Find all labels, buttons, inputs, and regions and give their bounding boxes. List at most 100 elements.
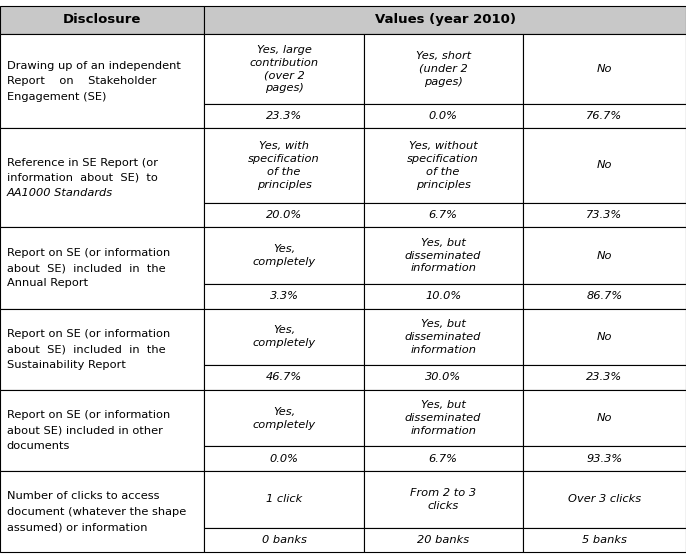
Text: Values (year 2010): Values (year 2010) bbox=[375, 13, 516, 26]
Bar bbox=[204, 365, 364, 390]
Text: Yes, with
specification
of the
principles: Yes, with specification of the principle… bbox=[248, 141, 320, 190]
Text: Engagement (SE): Engagement (SE) bbox=[7, 92, 106, 102]
Text: 0 banks: 0 banks bbox=[261, 535, 307, 545]
Text: No: No bbox=[597, 413, 612, 423]
Bar bbox=[204, 104, 364, 128]
Bar bbox=[204, 6, 686, 34]
Text: 23.3%: 23.3% bbox=[587, 373, 622, 382]
Text: document (whatever the shape: document (whatever the shape bbox=[7, 507, 186, 517]
Bar bbox=[523, 390, 686, 446]
Text: 6.7%: 6.7% bbox=[429, 210, 458, 220]
Bar bbox=[204, 309, 364, 365]
Text: 93.3%: 93.3% bbox=[587, 454, 622, 464]
Bar bbox=[523, 227, 686, 284]
Bar bbox=[204, 446, 364, 471]
Text: Yes, but
disseminated
information: Yes, but disseminated information bbox=[405, 319, 482, 355]
Bar bbox=[0, 227, 204, 309]
Text: From 2 to 3
clicks: From 2 to 3 clicks bbox=[410, 488, 476, 511]
Bar bbox=[364, 471, 523, 527]
Text: 86.7%: 86.7% bbox=[587, 291, 622, 301]
Bar bbox=[0, 309, 204, 390]
Bar bbox=[0, 128, 204, 227]
Bar bbox=[364, 284, 523, 309]
Text: 5 banks: 5 banks bbox=[582, 535, 627, 545]
Text: Number of clicks to access: Number of clicks to access bbox=[7, 492, 159, 502]
Text: Report on SE (or information: Report on SE (or information bbox=[7, 410, 170, 420]
Bar bbox=[204, 203, 364, 227]
Text: 0.0%: 0.0% bbox=[429, 111, 458, 121]
Text: Yes, without
specification
of the
principles: Yes, without specification of the princi… bbox=[407, 141, 479, 190]
Bar bbox=[364, 365, 523, 390]
Text: Yes,
completely: Yes, completely bbox=[252, 325, 316, 348]
Text: No: No bbox=[597, 332, 612, 342]
Bar bbox=[364, 527, 523, 552]
Text: Yes, short
(under 2
pages): Yes, short (under 2 pages) bbox=[416, 51, 471, 86]
Bar bbox=[204, 128, 364, 203]
Text: Annual Report: Annual Report bbox=[7, 278, 88, 288]
Bar bbox=[0, 34, 204, 128]
Bar bbox=[523, 365, 686, 390]
Bar bbox=[364, 203, 523, 227]
Text: about  SE)  included  in  the: about SE) included in the bbox=[7, 344, 165, 354]
Text: 20 banks: 20 banks bbox=[417, 535, 469, 545]
Text: Disclosure: Disclosure bbox=[63, 13, 141, 26]
Bar bbox=[364, 227, 523, 284]
Bar bbox=[523, 203, 686, 227]
Bar bbox=[523, 471, 686, 527]
Bar bbox=[364, 128, 523, 203]
Bar bbox=[523, 128, 686, 203]
Bar bbox=[204, 471, 364, 527]
Text: 0.0%: 0.0% bbox=[270, 454, 298, 464]
Text: 1 click: 1 click bbox=[266, 494, 302, 504]
Text: 3.3%: 3.3% bbox=[270, 291, 298, 301]
Bar bbox=[204, 527, 364, 552]
Text: Yes,
completely: Yes, completely bbox=[252, 407, 316, 430]
Bar bbox=[0, 6, 204, 34]
Bar bbox=[364, 390, 523, 446]
Text: Yes,
completely: Yes, completely bbox=[252, 244, 316, 267]
Text: 10.0%: 10.0% bbox=[425, 291, 461, 301]
Bar bbox=[204, 284, 364, 309]
Bar bbox=[523, 104, 686, 128]
Text: Drawing up of an independent: Drawing up of an independent bbox=[7, 61, 180, 71]
Text: assumed) or information: assumed) or information bbox=[7, 522, 147, 532]
Text: Yes, but
disseminated
information: Yes, but disseminated information bbox=[405, 238, 482, 273]
Bar bbox=[364, 34, 523, 104]
Bar bbox=[523, 284, 686, 309]
Text: No: No bbox=[597, 64, 612, 74]
Bar bbox=[204, 34, 364, 104]
Text: Report    on    Stakeholder: Report on Stakeholder bbox=[7, 76, 156, 86]
Text: AA1000 Standards: AA1000 Standards bbox=[7, 188, 113, 198]
Text: Report on SE (or information: Report on SE (or information bbox=[7, 329, 170, 339]
Bar bbox=[364, 104, 523, 128]
Bar bbox=[523, 446, 686, 471]
Text: 76.7%: 76.7% bbox=[587, 111, 622, 121]
Text: Yes, but
disseminated
information: Yes, but disseminated information bbox=[405, 400, 482, 436]
Text: 73.3%: 73.3% bbox=[587, 210, 622, 220]
Text: 46.7%: 46.7% bbox=[266, 373, 302, 382]
Text: documents: documents bbox=[7, 441, 70, 451]
Text: Yes, large
contribution
(over 2
pages): Yes, large contribution (over 2 pages) bbox=[250, 45, 318, 93]
Text: Over 3 clicks: Over 3 clicks bbox=[568, 494, 641, 504]
Text: 23.3%: 23.3% bbox=[266, 111, 302, 121]
Text: information  about  SE)  to: information about SE) to bbox=[7, 173, 158, 183]
Text: 6.7%: 6.7% bbox=[429, 454, 458, 464]
Text: about SE) included in other: about SE) included in other bbox=[7, 426, 163, 436]
Bar bbox=[0, 471, 204, 552]
Bar bbox=[523, 527, 686, 552]
Bar bbox=[204, 227, 364, 284]
Bar bbox=[0, 390, 204, 471]
Bar bbox=[364, 446, 523, 471]
Bar bbox=[523, 34, 686, 104]
Bar bbox=[523, 309, 686, 365]
Text: No: No bbox=[597, 161, 612, 171]
Bar bbox=[364, 309, 523, 365]
Text: No: No bbox=[597, 251, 612, 261]
Bar bbox=[204, 390, 364, 446]
Text: Reference in SE Report (or: Reference in SE Report (or bbox=[7, 157, 158, 167]
Text: 20.0%: 20.0% bbox=[266, 210, 302, 220]
Text: Sustainability Report: Sustainability Report bbox=[7, 360, 126, 369]
Text: Report on SE (or information: Report on SE (or information bbox=[7, 248, 170, 258]
Text: about  SE)  included  in  the: about SE) included in the bbox=[7, 263, 165, 273]
Text: 30.0%: 30.0% bbox=[425, 373, 461, 382]
